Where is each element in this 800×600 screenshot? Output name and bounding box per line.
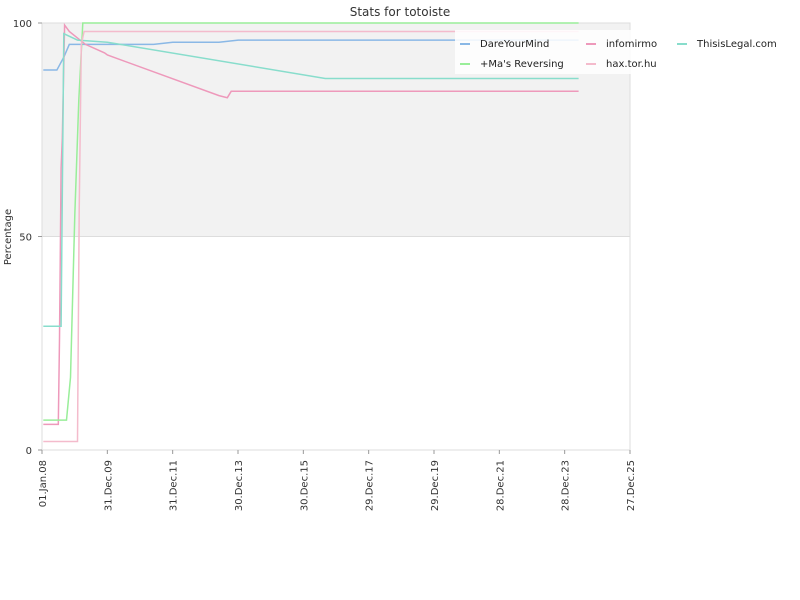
legend-entry: +Ma's Reversing — [480, 59, 564, 70]
x-tick-label: 29.Dec.17 — [365, 460, 376, 511]
x-tick-label: 29.Dec.19 — [430, 460, 441, 511]
series-line — [43, 22, 579, 421]
series-line — [43, 32, 579, 327]
x-tick-label: 31.Dec.09 — [103, 460, 114, 511]
x-tick-label: 28.Dec.23 — [561, 460, 572, 511]
x-axis-ticks: 01.Jan.08 31.Dec.09 31.Dec.11 30.Dec.13 30.D… — [38, 450, 637, 511]
x-tick-label: 30.Dec.13 — [234, 460, 245, 511]
x-tick-label: 31.Dec.11 — [169, 460, 180, 511]
x-tick-label: 28.Dec.21 — [495, 460, 506, 511]
legend-entry: hax.tor.hu — [606, 59, 657, 70]
series-line — [43, 22, 579, 426]
legend: DareYourMind infomirmo ThisisLegal.com +Ma'… — [455, 30, 785, 74]
x-tick-label: 30.Dec.15 — [299, 460, 310, 511]
legend-entry: infomirmo — [606, 39, 657, 50]
x-tick-label: 01.Jan.08 — [38, 460, 49, 507]
series-lines — [43, 22, 579, 443]
legend-entry: DareYourMind — [480, 39, 549, 50]
chart-title: Stats for totoiste — [350, 5, 451, 19]
y-axis-label: Percentage — [3, 209, 14, 265]
y-tick-label: 100 — [13, 19, 32, 30]
legend-box — [455, 30, 785, 74]
series-line — [43, 30, 579, 443]
y-tick-label: 50 — [19, 233, 32, 244]
y-tick-label: 0 — [26, 446, 32, 457]
legend-entry: ThisisLegal.com — [696, 39, 777, 50]
x-tick-label: 27.Dec.25 — [626, 460, 637, 511]
series-line — [43, 39, 579, 71]
y-axis-ticks: 0 50 100 — [13, 19, 42, 457]
